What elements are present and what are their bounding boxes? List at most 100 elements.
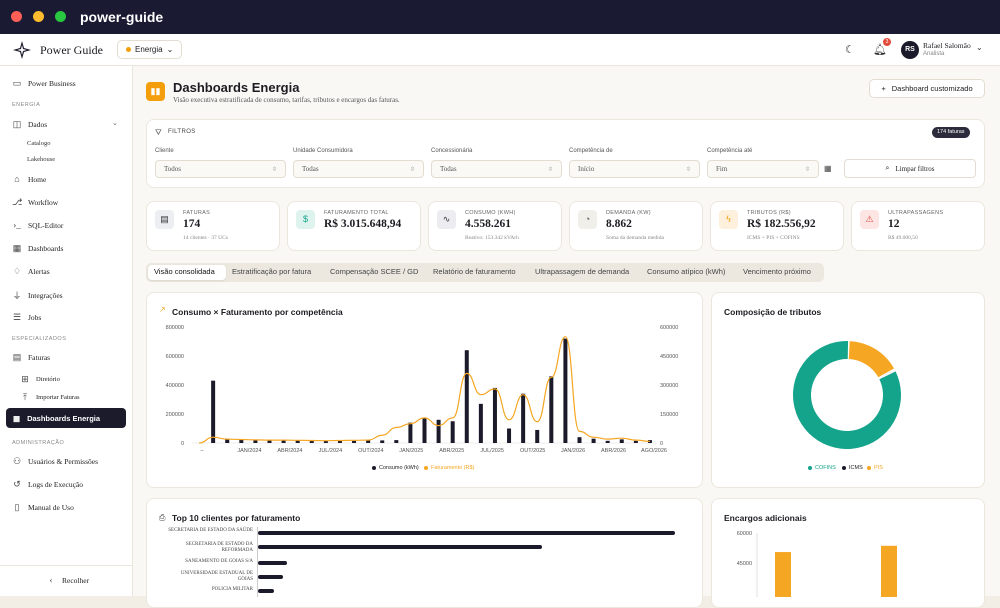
bell-icon[interactable]: 🔔︎ [873,44,887,56]
competencia-de-select[interactable]: Início ⇳ [569,160,700,178]
chevron-down-icon[interactable]: ⌄ [112,120,118,127]
sidebar-item-dados[interactable]: ◫ Dados [12,119,47,130]
window-title: power-guide [80,9,164,25]
tributos-card: Composição de tributos COFINS ICMS PIS [711,292,985,488]
sidebar-item-sql-editor[interactable]: ›_ SQL-Editor [12,220,63,230]
consumo-faturamento-chart: 0 200000 400000 600000 800000 0 150000 300000 45… [166,325,679,454]
sidebar-item-power-business[interactable]: ▭ Power Business [12,78,76,89]
kpi-subtext: Soma da demanda medida [606,235,664,241]
energy-selector[interactable]: Energia ⌄ [117,40,183,59]
sidebar-item-label: Alertas [28,267,50,276]
legend-dot [372,466,376,470]
chevron-updown-icon: ⇳ [685,166,691,173]
y-left-tick-label: 600000 [166,354,184,360]
sidebar-item-lakehouse[interactable]: Lakehouse [27,156,56,163]
chevron-updown-icon: ⇳ [409,166,415,173]
filters-title: FILTROS [168,129,196,135]
minimize-window-button[interactable] [33,11,44,22]
dark-mode-icon[interactable]: ☾ [845,44,855,56]
collapse-sidebar-button[interactable]: ‹ Recolher [46,575,90,585]
sidebar-item-catalogo[interactable]: Catalogo [27,140,51,147]
sidebar-item-home[interactable]: ⌂ Home [12,174,46,184]
tab-compensacao[interactable]: Compensação SCEE / GD [330,267,419,276]
uc-value: Todas [302,165,319,173]
consumo-bar [225,439,230,443]
search-icon: ⌕ [885,164,890,172]
sidebar-item-dashboards[interactable]: ▦ Dashboards [12,243,64,254]
legend-pis: PIS [867,465,883,471]
kpi-subtext: 14 clientes · 37 UCs [183,235,228,241]
sidebar-item-dashboards-energia[interactable]: ▦ Dashboards Energia [6,408,126,428]
chart-title: Top 10 clientes por faturamento [172,513,301,523]
custom-dashboard-button[interactable]: + Dashboard customizado [869,79,985,98]
y-left-tick-label: 800000 [166,325,184,331]
clear-filters-button[interactable]: ⌕ Limpar filtros [844,159,976,178]
sidebar-item-diretorio[interactable]: ⊞ Diretório [20,374,60,385]
calendar-icon[interactable]: ▦ [824,164,832,173]
legend-dot [867,466,871,470]
tab-consumo-atipico[interactable]: Consumo atípico (kWh) [647,267,726,276]
concessionaria-select[interactable]: Todas ⇳ [431,160,562,178]
upload-icon: ⤒ [23,392,27,402]
consumo-bar [647,440,652,443]
tab-relatorio[interactable]: Relatório de faturamento [433,267,516,276]
chevron-updown-icon: ⇳ [804,166,810,173]
maximize-window-button[interactable] [55,11,66,22]
close-window-button[interactable] [11,11,22,22]
sidebar-item-faturas[interactable]: ▤ Faturas [12,352,50,363]
cliente-select[interactable]: Todos ⇳ [155,160,286,178]
consumo-bar [422,418,427,443]
consumo-bar [352,440,357,443]
y-left-tick-label: 0 [181,441,184,447]
x-tick-label: – [200,448,204,454]
consumo-bar [577,437,582,443]
tab-vencimento[interactable]: Vencimento próximo [743,267,811,276]
tab-ultrapassagem[interactable]: Ultrapassagem de demanda [535,267,630,276]
avatar[interactable]: RS [901,41,919,59]
sidebar-item-manual[interactable]: ▯ Manual de Uso [12,502,74,513]
chevron-down-icon[interactable]: ⌄ [976,43,983,52]
consumo-bar [478,403,483,443]
consumo-bar [436,419,441,443]
cliente-label: Cliente [155,148,174,154]
kpi-card: ⚠ ULTRAPASSAGENS 12 R$ 49.000,50 [851,201,985,251]
consumo-bar [408,422,413,443]
consumo-faturamento-card: ↗ Consumo × Faturamento por competência … [146,292,703,488]
competencia-ate-value: Fim [716,165,728,173]
sidebar-item-logs[interactable]: ↺ Logs de Execução [12,479,83,490]
clear-filters-label: Limpar filtros [895,164,935,173]
terminal-icon: ›_ [13,220,21,230]
sidebar-item-label: Recolher [62,575,90,585]
chart-title: Encargos adicionais [724,513,807,523]
consumo-bar [521,393,526,443]
legend-dot [424,466,428,470]
top10-label: POLICIA MILITAR [211,587,253,592]
tab-visao-consolidada[interactable]: Visão consolidada [154,267,215,276]
section-label: ADMINISTRAÇÃO [12,440,65,446]
sidebar-item-jobs[interactable]: ☰ Jobs [12,312,41,323]
consumo-bar [464,350,469,443]
printer-icon: ⎙ [159,513,166,522]
consumo-bar [549,376,554,443]
gauge-icon: ◔ [578,210,597,229]
sidebar-item-integracoes[interactable]: ⏚ Integrações [12,289,62,302]
legend-dot [808,466,812,470]
sidebar-item-importar-faturas[interactable]: ⤒ Importar Faturas [20,392,80,403]
tab-estratificacao[interactable]: Estratificação por fatura [232,267,312,276]
sidebar-item-alertas[interactable]: ♢ Alertas [12,266,50,277]
top10-label: SANEAMENTO DE GOIAS S/A [185,559,253,564]
kpi-subtext: Reativo: 153.342 kVArh [465,235,519,241]
encargos-card: Encargos adicionais 60000 45000 [711,498,985,608]
consumo-bar [591,438,596,443]
uc-select[interactable]: Todas ⇳ [293,160,424,178]
top10-bar [258,575,284,579]
consumo-bar [380,440,385,443]
sidebar-item-usuarios[interactable]: ⚇ Usuários & Permissões [12,456,98,467]
kpi-label: CONSUMO (KWH) [465,210,516,216]
competencia-ate-select[interactable]: Fim ⇳ [707,160,819,178]
list-check-icon: ☰ [12,312,22,322]
sidebar-item-workflow[interactable]: ⎇ Workflow [12,197,58,208]
kpi-label: DEMANDA (KW) [606,210,651,216]
y-right-tick-label: 150000 [660,412,678,418]
